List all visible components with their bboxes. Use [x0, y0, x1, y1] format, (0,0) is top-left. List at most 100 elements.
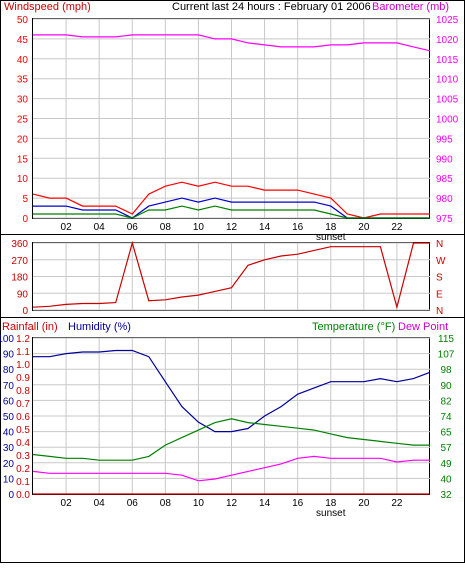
panel1-series — [32, 34, 431, 219]
y-tick-label-temperature: 74 — [440, 412, 452, 423]
y-tick-label-temperature: 98 — [440, 365, 452, 376]
x-tick-label: 22 — [391, 222, 403, 233]
y-tick-label-barometer: 990 — [436, 154, 453, 165]
y-tick-label-windspeed: 15 — [17, 154, 29, 165]
x-tick-label: 02 — [61, 498, 73, 509]
y-tick-label-rainfall: 0.5 — [16, 425, 30, 436]
y-tick-label-rainfall: 0.7 — [16, 399, 30, 410]
x-tick-label: 18 — [325, 498, 337, 509]
y-tick-label-windspeed: 25 — [17, 115, 29, 126]
y-tick-label-windspeed: 5 — [22, 194, 28, 205]
y-tick-label-windspeed: 35 — [17, 75, 29, 86]
wind-low-line — [33, 205, 430, 219]
humidity-line — [33, 349, 431, 433]
x-tick-label: 10 — [193, 498, 205, 509]
sunset-label: sunset — [316, 508, 346, 519]
y-tick-label-rainfall: 0.1 — [16, 477, 30, 488]
compass-tick-label: W — [436, 256, 446, 267]
y-tick-label-windspeed: 45 — [17, 35, 29, 46]
panel1-ticks: 02 04 06 08 10 12 14 16 18 20 22sunset051015202530… — [17, 15, 459, 243]
x-tick-label: 12 — [226, 222, 238, 233]
panel3-series — [32, 349, 431, 495]
temperature-axis-label: Temperature (°F) — [312, 321, 395, 333]
y-tick-label-windspeed: 10 — [17, 174, 29, 185]
y-tick-label-windspeed: 20 — [17, 134, 29, 145]
x-tick-label: 20 — [358, 498, 370, 509]
sunset-label: sunset — [316, 232, 346, 243]
y-tick-label-barometer: 1000 — [436, 115, 459, 126]
y-tick-label-temperature: 57 — [440, 443, 452, 454]
y-tick-label-rainfall: 1.0 — [16, 360, 30, 371]
y-tick-label-barometer: 980 — [436, 194, 453, 205]
y-tick-label-barometer: 985 — [436, 174, 453, 185]
y-tick-label-barometer: 1010 — [436, 75, 459, 86]
y-tick-label-humidity: 70 — [3, 381, 15, 392]
x-tick-label: 18 — [325, 222, 337, 233]
y-tick-label-temperature: 82 — [440, 396, 452, 407]
y-tick-label-direction: 270 — [11, 256, 28, 267]
x-tick-label: 02 — [61, 222, 73, 233]
y-tick-label-rainfall: 0.6 — [16, 412, 30, 423]
y-tick-label-barometer: 1020 — [436, 35, 459, 46]
compass-tick-label: E — [436, 289, 443, 300]
y-tick-label-humidity: 90 — [3, 350, 15, 361]
y-tick-label-temperature: 49 — [440, 459, 452, 470]
y-tick-label-humidity: 20 — [3, 459, 15, 470]
y-tick-label-humidity: 80 — [3, 365, 15, 376]
barometer-axis-label: Barometer (mb) — [372, 1, 449, 13]
y-tick-label-barometer: 1015 — [436, 55, 459, 66]
y-tick-label-humidity: 100 — [0, 334, 14, 345]
y-tick-label-temperature: 32 — [440, 490, 452, 501]
x-tick-label: 14 — [259, 498, 271, 509]
y-tick-label-windspeed: 30 — [17, 95, 29, 106]
y-tick-label-humidity: 60 — [3, 396, 15, 407]
y-tick-label-humidity: 40 — [3, 428, 15, 439]
y-tick-label-temperature: 40 — [440, 474, 452, 485]
y-tick-label-direction: 360 — [11, 239, 28, 250]
y-tick-label-direction: 0 — [22, 306, 28, 317]
x-tick-label: 10 — [193, 222, 205, 233]
x-tick-label: 08 — [160, 498, 172, 509]
x-tick-label: 06 — [127, 498, 139, 509]
y-tick-label-windspeed: 0 — [22, 214, 28, 225]
compass-tick-label: N — [436, 306, 443, 317]
dewpoint-axis-label: Dew Point — [398, 321, 448, 333]
x-tick-label: 16 — [292, 222, 304, 233]
x-tick-label: 06 — [127, 222, 139, 233]
windspeed-axis-label: Windspeed (mph) — [4, 1, 91, 13]
x-tick-label: 14 — [259, 222, 271, 233]
y-tick-label-temperature: 107 — [438, 350, 455, 361]
y-tick-label-rainfall: 0.8 — [16, 386, 30, 397]
y-tick-label-windspeed: 50 — [17, 15, 29, 26]
y-tick-label-rainfall: 0.9 — [16, 373, 30, 384]
x-tick-label: 16 — [292, 498, 304, 509]
compass-tick-label: N — [436, 239, 443, 250]
humidity-axis-label: Humidity (%) — [68, 321, 131, 333]
panel2-series — [32, 240, 430, 310]
x-tick-label: 08 — [160, 222, 172, 233]
y-tick-label-barometer: 1005 — [436, 95, 459, 106]
y-tick-label-barometer: 975 — [436, 214, 453, 225]
temperature-line — [32, 418, 430, 461]
y-tick-label-temperature: 115 — [438, 334, 454, 345]
x-tick-label: 20 — [358, 222, 370, 233]
panel2-grid — [33, 242, 430, 311]
rainfall-axis-label: Rainfall (in) — [2, 321, 58, 333]
y-tick-label-humidity: 10 — [3, 474, 15, 485]
y-tick-label-humidity: 30 — [3, 443, 15, 454]
chart-title: Current last 24 hours : February 01 2006 — [172, 1, 371, 13]
panel3-ticks: 02 04 06 08 10 12 14 16 18 20 22 sunset 0 10 20 30 40 50 6… — [0, 334, 455, 519]
panel3-grid — [33, 337, 430, 495]
y-tick-label-temperature: 65 — [440, 428, 452, 439]
barometer-line — [33, 34, 431, 52]
dewpoint-line — [32, 455, 430, 482]
y-tick-label-barometer: 995 — [436, 134, 453, 145]
y-tick-label-rainfall: 0.2 — [16, 464, 30, 475]
x-tick-label: 12 — [226, 498, 238, 509]
y-tick-label-rainfall: 0.3 — [16, 451, 30, 462]
x-tick-label: 22 — [391, 498, 403, 509]
y-tick-label-direction: 90 — [17, 289, 29, 300]
compass-tick-label: S — [436, 273, 443, 284]
